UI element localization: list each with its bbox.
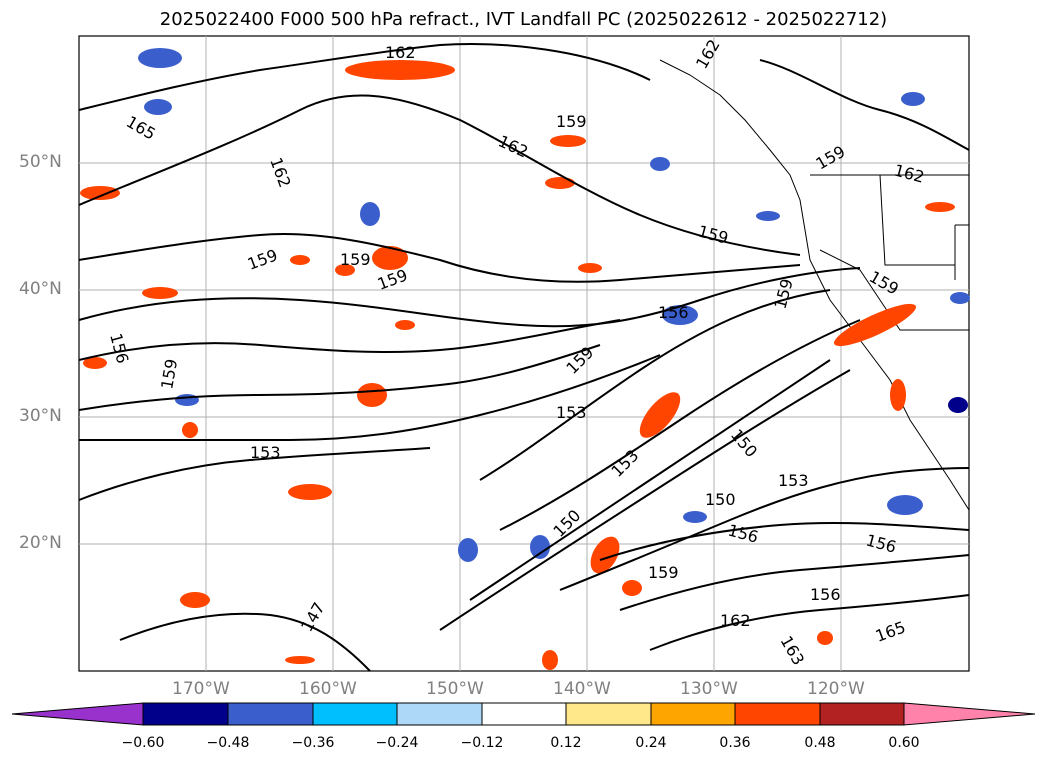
colorbar-tick: −0.12 [460, 735, 504, 751]
lon-label: 160°W [299, 679, 357, 699]
contour-lines [78, 43, 970, 672]
colorbar-tick: 0.48 [804, 735, 836, 751]
contour-label: 150 [705, 490, 736, 509]
colorbar-tick: 0.60 [888, 735, 920, 751]
colorbar-segment [481, 702, 567, 726]
colorbar-tick: 0.12 [550, 735, 582, 751]
colorbar-extend-high [903, 702, 1036, 726]
contour-label: 153 [556, 403, 587, 422]
gridlines [79, 36, 969, 671]
colorbar-segment [142, 702, 229, 726]
lat-label: 20°N [19, 533, 62, 553]
lon-label: 120°W [807, 679, 865, 699]
lat-label: 40°N [19, 279, 62, 299]
colorbar-segment [312, 702, 398, 726]
anomaly-patches [80, 48, 970, 670]
contour-label: 153 [250, 443, 281, 462]
colorbar-segment [565, 702, 652, 726]
colorbar-extend-low [11, 702, 144, 726]
colorbar-tick: 0.24 [635, 735, 667, 751]
colorbar-segment [396, 702, 483, 726]
lon-label: 170°W [172, 679, 230, 699]
colorbar-segment [819, 702, 905, 726]
colorbar-segment [734, 702, 821, 726]
contour-label: 153 [778, 471, 809, 490]
lon-label: 130°W [680, 679, 738, 699]
colorbar-tick: 0.36 [719, 735, 751, 751]
contour-label: 156 [658, 303, 689, 322]
contour-label: 162 [720, 611, 751, 630]
colorbar-segment [650, 702, 736, 726]
colorbar-tick: −0.48 [206, 735, 250, 751]
colorbar-tick: −0.60 [121, 735, 165, 751]
contour-label: 159 [648, 563, 679, 582]
contour-label: 162 [385, 43, 416, 62]
lon-label: 140°W [553, 679, 611, 699]
contour-label: 159 [556, 112, 587, 131]
lat-label: 50°N [19, 152, 62, 172]
lat-label: 30°N [19, 406, 62, 426]
colorbar [11, 702, 1036, 726]
chart-title: 2025022400 F000 500 hPa refract., IVT La… [159, 9, 888, 30]
colorbar-segment [227, 702, 314, 726]
lon-label: 150°W [426, 679, 484, 699]
colorbar-tick: −0.24 [375, 735, 419, 751]
contour-label: 159 [340, 250, 371, 269]
contour-label: 156 [810, 585, 841, 604]
colorbar-tick: −0.36 [291, 735, 335, 751]
